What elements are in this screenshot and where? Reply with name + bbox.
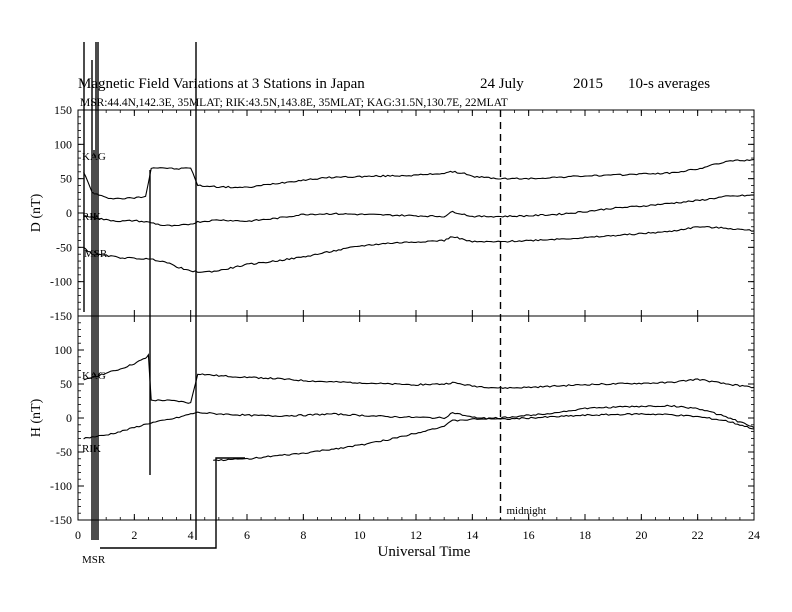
msr-gap-trace: [100, 457, 245, 549]
y-tick-label: 150: [54, 103, 72, 117]
panel-d-frame: [77, 109, 755, 317]
x-tick-label: 22: [692, 528, 704, 542]
x-tick-label: 14: [466, 528, 478, 542]
y-tick-label: 0: [66, 411, 72, 425]
x-axis-label: Universal Time: [378, 544, 471, 560]
panel-h-series: [83, 353, 755, 462]
x-axis: 0 2 4 6 8 10 12 14 16 18 20 22 24: [75, 110, 760, 542]
disturbance-spikes: [83, 42, 245, 549]
x-tick-label: 2: [131, 528, 137, 542]
panel-d-ylabel: D (nT): [29, 193, 44, 232]
y-tick-label: -150: [50, 309, 72, 323]
panel-h-y-axis: 100 50 0 -50 -100 -150: [50, 315, 754, 527]
panel-d-series: [83, 158, 755, 273]
x-tick-label: 0: [75, 528, 81, 542]
y-tick-label: 100: [54, 137, 72, 151]
series-line-msr: [83, 225, 755, 273]
x-tick-label: 16: [523, 528, 535, 542]
x-tick-label: 4: [188, 528, 194, 542]
chart-title: Magnetic Field Variations at 3 Stations …: [78, 76, 365, 92]
x-tick-label: 12: [410, 528, 422, 542]
series-line-kag: [83, 158, 755, 200]
x-tick-label: 10: [354, 528, 366, 542]
x-tick-label: 20: [635, 528, 647, 542]
series-line-rik: [83, 194, 755, 227]
panel-d-y-axis: 150 100 50 0 -50 -100 -150: [50, 103, 754, 323]
midnight-label: midnight: [507, 505, 547, 517]
chart-date: 24 July: [480, 76, 524, 92]
panel-h-ylabel: H (nT): [29, 398, 44, 437]
y-tick-label: 50: [60, 172, 72, 186]
x-tick-label: 18: [579, 528, 591, 542]
chart-year: 2015: [573, 76, 603, 92]
series-line-kag: [83, 353, 755, 404]
series-line-rik: [83, 411, 755, 440]
y-tick-label: -100: [50, 275, 72, 289]
x-tick-label: 24: [748, 528, 760, 542]
x-tick-label: 6: [244, 528, 250, 542]
y-tick-label: 0: [66, 206, 72, 220]
chart-subtitle: MSR:44.4N,142.3E, 35MLAT; RIK:43.5N,143.…: [80, 97, 508, 109]
series-line-msr: [213, 404, 755, 462]
y-tick-label: -100: [50, 479, 72, 493]
msr-gap-label: MSR: [82, 554, 106, 566]
y-tick-label: -50: [56, 445, 72, 459]
y-tick-label: 50: [60, 377, 72, 391]
x-tick-label: 8: [300, 528, 306, 542]
chart-averaging: 10-s averages: [628, 76, 710, 92]
y-tick-label: -50: [56, 240, 72, 254]
y-tick-label: 100: [54, 343, 72, 357]
y-tick-label: -150: [50, 513, 72, 527]
